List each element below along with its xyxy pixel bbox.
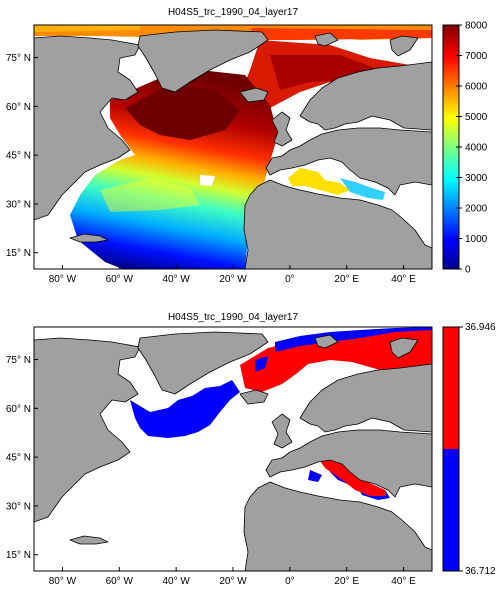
land-masses xyxy=(34,331,432,571)
svalbard-land xyxy=(314,32,339,47)
lon-tick-label: 80° W xyxy=(49,576,77,587)
land-masses xyxy=(34,29,432,269)
colorbar-min-label: 36.712 xyxy=(465,566,496,577)
lon-tick-label: 0° xyxy=(285,576,295,587)
colorbar-class-high xyxy=(443,327,459,449)
mediterranean-field xyxy=(288,168,350,195)
colorbar-ticks: 0 1000 2000 3000 4000 5000 6000 7000 8000 xyxy=(456,21,488,276)
colorbar-tick-label: 3000 xyxy=(465,173,488,184)
data-field xyxy=(130,327,432,500)
lon-tick-label: 20° W xyxy=(219,274,247,285)
lon-tick-label: 20° W xyxy=(219,576,247,587)
lat-tick-label: 30° N xyxy=(6,501,31,512)
lon-tick-label: 40° W xyxy=(162,274,190,285)
africa-arabia-land xyxy=(243,481,432,571)
lat-tick-label: 30° N xyxy=(6,199,31,210)
scandinavia-land xyxy=(299,363,432,433)
lon-tick-label: 20° E xyxy=(334,274,359,285)
greenland-land xyxy=(137,331,269,395)
map-title: H04S5_trc_1990_04_layer17 xyxy=(167,312,299,323)
colorbar-tick-label: 5000 xyxy=(465,112,488,123)
lon-tick-label: 60° W xyxy=(106,274,134,285)
colorbar-tick-label: 0 xyxy=(465,265,471,276)
lat-tick-label: 45° N xyxy=(6,453,31,464)
colorbar-class-low xyxy=(443,449,459,571)
svalbard-land xyxy=(314,334,339,349)
novaya-zemlya-land xyxy=(389,337,419,359)
lat-tick-label: 60° N xyxy=(6,102,31,113)
lat-tick-label: 45° N xyxy=(6,151,31,162)
colorbar-tick-label: 7000 xyxy=(465,51,488,62)
axis-ticks: 75° N 60° N 45° N 30° N 15° N 80° W 60° W 40° W… xyxy=(6,355,416,587)
lat-tick-label: 15° N xyxy=(6,550,31,561)
colorbar-max-label: 36.946 xyxy=(465,322,496,333)
lat-tick-label: 75° N xyxy=(6,53,31,64)
british-isles-land xyxy=(271,413,293,449)
europe-asia-land xyxy=(265,127,432,196)
field-low-labrador xyxy=(130,380,240,438)
colorbar-tick-label: 4000 xyxy=(465,143,488,154)
scandinavia-land xyxy=(299,61,432,131)
map-panel-bottom: H04S5_trc_1990_04_layer17 xyxy=(0,300,500,600)
colorbar-tick-label: 1000 xyxy=(465,234,488,245)
map-figure: 75° N 60° N 45° N 30° N 15° N 80° W 60° W 40° W… xyxy=(6,21,488,286)
caribbean-islands-land xyxy=(69,233,109,243)
british-isles-land xyxy=(271,111,293,147)
data-field xyxy=(34,25,432,269)
colorbar-tick-label: 8000 xyxy=(465,21,488,32)
colorbar-tick-label: 6000 xyxy=(465,82,488,93)
lon-tick-label: 40° W xyxy=(162,576,190,587)
lon-tick-label: 40° E xyxy=(391,274,416,285)
lon-tick-label: 60° W xyxy=(106,576,134,587)
europe-asia-land xyxy=(265,429,432,498)
field-low-nordic-edge xyxy=(275,327,432,352)
lat-tick-label: 75° N xyxy=(6,355,31,366)
lon-tick-label: 0° xyxy=(285,274,295,285)
lat-tick-label: 60° N xyxy=(6,404,31,415)
map-figure: 75° N 60° N 45° N 30° N 15° N 80° W 60° W 40° W… xyxy=(6,322,496,587)
colorbar-tick-label: 2000 xyxy=(465,204,488,215)
lat-tick-label: 15° N xyxy=(6,248,31,259)
lon-tick-label: 20° E xyxy=(334,576,359,587)
lon-tick-label: 80° W xyxy=(49,274,77,285)
greenland-land xyxy=(137,29,269,93)
colorbar: 36.946 36.712 xyxy=(442,322,496,577)
axis-ticks: 75° N 60° N 45° N 30° N 15° N 80° W 60° W 40° W… xyxy=(6,53,416,285)
lon-tick-label: 40° E xyxy=(391,576,416,587)
map-title: H04S5_trc_1990_04_layer17 xyxy=(167,7,299,18)
novaya-zemlya-land xyxy=(389,35,419,57)
iceland-land xyxy=(239,87,269,103)
map-panel-top: H04S5_trc_1990_04_layer17 xyxy=(6,7,488,286)
africa-arabia-land xyxy=(243,179,432,269)
iceland-land xyxy=(239,389,269,405)
caribbean-islands-land xyxy=(69,535,109,545)
